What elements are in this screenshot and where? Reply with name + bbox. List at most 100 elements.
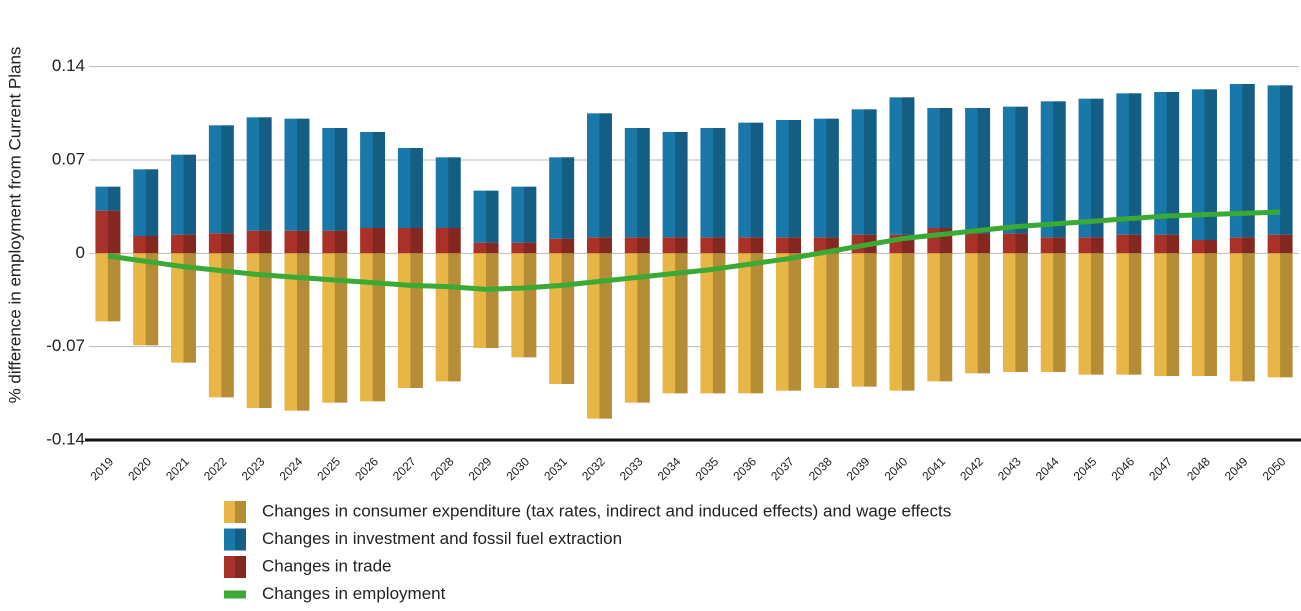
bar-shade [486,253,499,348]
bar [1267,253,1293,378]
bar [511,253,537,358]
x-tick-label: 2033 [617,454,646,483]
bar-shade [448,157,461,228]
bar [700,128,726,238]
bar [1267,85,1293,235]
bar [965,233,991,254]
bar-shade [486,242,499,254]
bar-shade [788,120,802,238]
bar [246,230,272,254]
bar [624,128,650,238]
x-tick-label: 2040 [882,454,911,483]
bar [133,253,159,346]
bar-shade [637,128,650,238]
bar-shade [712,128,726,238]
bar [133,169,159,236]
line [107,209,1281,292]
bar-shade [1015,233,1028,254]
x-tick-label: 2032 [579,454,608,483]
bar-shade [1280,85,1293,235]
bar-shade [712,237,726,254]
bar-shade [1053,253,1066,372]
bar-shade [826,118,839,238]
bar-shade [561,157,575,239]
y-tick-label: -0.14 [46,429,85,448]
bar-shade [939,253,953,382]
bar-shade [334,128,348,231]
bar-shade [107,210,121,254]
x-tick-label: 2038 [806,454,835,483]
bar [1154,234,1180,254]
y-tick-label: 0.07 [52,149,85,168]
bar [1229,253,1255,382]
bar [1116,253,1142,375]
bar-shade [1242,84,1255,238]
bar [738,122,764,238]
x-tick-label: 2028 [428,454,457,483]
y-tick-label: 0 [76,243,85,262]
bar-shade [448,228,461,254]
y-tick-label: 0.14 [52,56,85,75]
bar [208,253,234,398]
bar [776,120,802,238]
bar-shade [410,253,423,388]
x-tick-label: 2030 [503,454,532,483]
bar [738,253,764,394]
bar-shade [259,117,272,231]
bar [360,228,386,254]
bar-shade [372,132,386,228]
bar-shade [712,253,726,394]
bar [1078,253,1104,375]
bar-shade [675,132,688,238]
bar [1040,253,1066,372]
bar-shade [599,253,612,419]
bar-shade [1166,92,1180,235]
x-tick-label: 2034 [655,454,684,483]
bar-shade [334,230,348,254]
legend-label: Changes in consumer expenditure (tax rat… [262,501,951,520]
bar-shade [486,190,499,243]
bar [738,237,764,254]
legend-swatch-shade [235,528,246,551]
bar-shade [1166,253,1180,376]
bar-shade [1128,234,1142,254]
bar-shade [1280,253,1293,378]
bar-shade [939,108,953,228]
x-tick-label: 2050 [1260,454,1289,483]
bar-shade [1015,253,1028,372]
bar-shade [221,125,234,234]
bar [813,253,839,388]
bar-shade [864,109,877,235]
bar [1154,92,1180,235]
bar-shade [1128,93,1142,235]
bar-shade [599,237,612,254]
x-tick-label: 2020 [125,454,154,483]
bar [1267,234,1293,254]
bar [435,253,461,382]
x-tick-label: 2044 [1033,454,1062,483]
bar [700,237,726,254]
x-tick-label: 2049 [1222,454,1251,483]
bar [435,228,461,254]
bar-shade [901,253,915,391]
bar-shade [372,253,386,402]
bar [95,210,121,254]
legend-swatch [224,556,246,578]
x-tick-label: 2024 [277,454,306,483]
legend-swatch-shade [235,556,246,578]
bar-shade [296,118,310,231]
bar [360,253,386,402]
bar [776,253,802,391]
bar [1002,253,1028,372]
x-tick-label: 2047 [1146,454,1175,483]
bar-shade [1091,98,1104,238]
bar [1116,93,1142,235]
bar [95,186,121,211]
bar [1040,101,1066,238]
bar-shade [561,238,575,254]
legend-swatch [224,528,246,551]
x-tick-label: 2048 [1184,454,1213,483]
bar [511,242,537,254]
bar-shade [183,154,197,235]
bar [473,253,499,348]
